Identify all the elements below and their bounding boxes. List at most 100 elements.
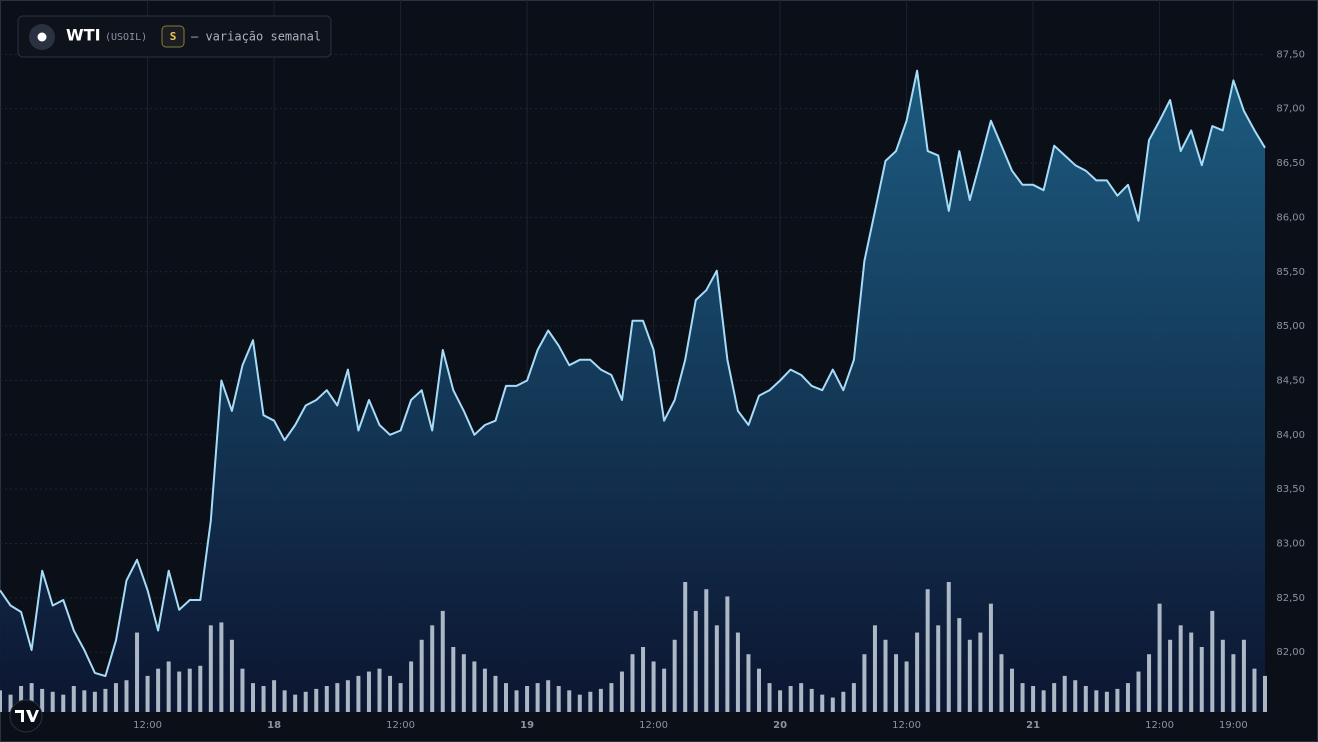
volume-bar bbox=[92, 691, 97, 712]
volume-bar bbox=[1104, 691, 1109, 712]
volume-bar bbox=[1115, 688, 1120, 712]
volume-bar bbox=[904, 661, 909, 712]
volume-bar bbox=[851, 683, 856, 712]
volume-bar bbox=[1052, 683, 1057, 712]
axes: 82,00 82,50 83,00 83,50 84,00 84,50 85,00 85,50… bbox=[133, 49, 1305, 731]
volume-bar bbox=[282, 690, 287, 712]
volume-bar bbox=[978, 632, 983, 712]
logo bbox=[9, 699, 43, 733]
volume-bar bbox=[461, 654, 466, 712]
volume-bar bbox=[1157, 603, 1162, 712]
ticker: (USOIL) bbox=[105, 32, 147, 43]
volume-bar bbox=[1125, 683, 1130, 712]
volume-bar bbox=[704, 589, 709, 712]
volume-bar bbox=[672, 639, 677, 712]
volume-bar bbox=[546, 680, 551, 712]
volume-bar bbox=[1010, 668, 1014, 712]
y-tick-label: 86,00 bbox=[1276, 212, 1305, 223]
x-tick-label: 19:00 bbox=[1219, 720, 1248, 731]
volume-bar bbox=[135, 632, 140, 712]
volume-bar bbox=[440, 610, 445, 712]
volume-bar bbox=[156, 668, 161, 712]
badge: S bbox=[170, 30, 177, 43]
volume-bar bbox=[894, 654, 899, 712]
volume-bar bbox=[0, 690, 2, 712]
volume-bar bbox=[388, 675, 393, 712]
volume-bar bbox=[261, 686, 266, 712]
volume-bar bbox=[103, 688, 108, 712]
volume-bar bbox=[61, 694, 66, 712]
plot bbox=[0, 69, 1267, 712]
volume-bar bbox=[482, 668, 487, 712]
volume-bar bbox=[1062, 675, 1067, 712]
volume-bar bbox=[124, 680, 129, 712]
volume-bar bbox=[714, 625, 719, 712]
volume-bar bbox=[1073, 680, 1078, 712]
legend: WTI (USOIL) S — variação semanal bbox=[17, 15, 332, 58]
volume-bar bbox=[1147, 654, 1152, 712]
x-tick-label: 20 bbox=[773, 720, 787, 731]
volume-bar bbox=[40, 688, 45, 712]
volume-bar bbox=[219, 622, 224, 712]
volume-bar bbox=[1083, 686, 1088, 712]
volume-bar bbox=[324, 686, 329, 712]
x-tick-label: 12:00 bbox=[892, 720, 921, 731]
volume-bar bbox=[630, 654, 635, 712]
volume-bar bbox=[609, 683, 614, 712]
volume-bar bbox=[809, 688, 814, 712]
volume-bar bbox=[999, 654, 1004, 712]
volume-bar bbox=[799, 683, 804, 712]
badge-box bbox=[161, 25, 185, 48]
volume-bar bbox=[113, 683, 118, 712]
volume-bar bbox=[577, 694, 582, 712]
volume-bar bbox=[619, 671, 624, 712]
logo-circle bbox=[9, 699, 43, 733]
volume-bar bbox=[198, 665, 203, 712]
area-fill bbox=[0, 70, 1265, 712]
volume-bar bbox=[1252, 668, 1257, 712]
volume-bar bbox=[8, 694, 13, 712]
volume-bar bbox=[1241, 639, 1246, 712]
volume-bar bbox=[29, 683, 34, 712]
volume-bar bbox=[187, 668, 192, 712]
volume-bar bbox=[872, 625, 877, 712]
volume-bar bbox=[472, 661, 477, 712]
volume-bar bbox=[883, 639, 888, 712]
volume-bar bbox=[788, 686, 793, 712]
volume-bar bbox=[915, 632, 920, 712]
volume-bar bbox=[409, 661, 414, 712]
volume-bar bbox=[1220, 639, 1225, 712]
x-tick-label: 19 bbox=[520, 720, 534, 731]
volume-bar bbox=[988, 603, 993, 712]
volume-bar bbox=[662, 668, 667, 712]
volume-bar bbox=[556, 686, 561, 712]
volume-bar bbox=[345, 680, 350, 712]
volume-bar bbox=[514, 690, 519, 712]
volume-bar bbox=[1263, 675, 1267, 712]
x-tick-label: 12:00 bbox=[133, 720, 162, 731]
volume-bar bbox=[1210, 610, 1215, 712]
logo-mark bbox=[15, 710, 39, 722]
volume-bar bbox=[1199, 647, 1204, 712]
volume-bar bbox=[925, 589, 930, 712]
volume-bar bbox=[366, 671, 371, 712]
volume-bar bbox=[1136, 671, 1141, 712]
volume-bar bbox=[430, 625, 435, 712]
x-tick-label: 21 bbox=[1026, 720, 1040, 731]
volume-bar bbox=[177, 671, 182, 712]
symbol-icon-dot bbox=[37, 32, 47, 42]
y-tick-label: 85,50 bbox=[1276, 267, 1305, 278]
volume-bar bbox=[493, 675, 498, 712]
volume-bar bbox=[746, 654, 751, 712]
y-tick-label: 86,50 bbox=[1276, 158, 1305, 169]
y-tick-label: 84,50 bbox=[1276, 375, 1305, 386]
volume-bar bbox=[19, 686, 24, 712]
volume-bar bbox=[1094, 690, 1099, 712]
volume-bar bbox=[588, 691, 593, 712]
volume-bar bbox=[535, 683, 540, 712]
volume-bar bbox=[567, 690, 572, 712]
volume-bar bbox=[1189, 632, 1194, 712]
volume-bar bbox=[693, 610, 698, 712]
volume-bar bbox=[1031, 686, 1036, 712]
